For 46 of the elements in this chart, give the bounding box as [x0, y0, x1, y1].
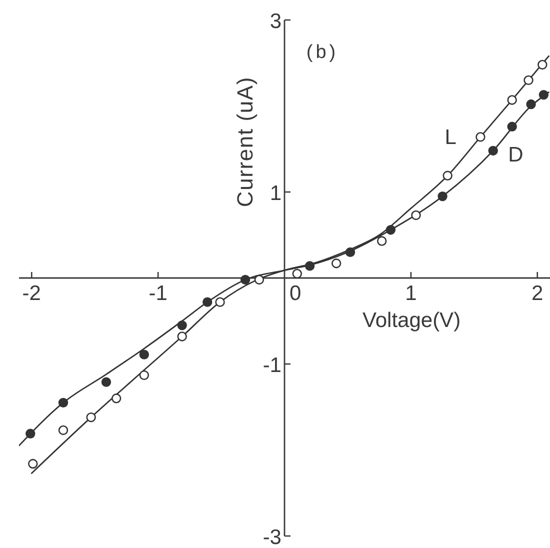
point	[438, 191, 448, 202]
y-axis-title: Current (uA)	[232, 76, 257, 208]
point	[86, 412, 96, 422]
y-tick-label: -1	[262, 354, 282, 376]
x-tick-label: 2	[532, 282, 544, 304]
x-tick-label: 1	[405, 282, 417, 304]
series-label: L	[444, 125, 456, 148]
point	[139, 350, 150, 360]
point	[304, 261, 315, 271]
x-axis-title: Voltage(V)	[362, 308, 461, 332]
point	[58, 425, 68, 436]
point	[538, 60, 548, 70]
y-tick-label: 1	[270, 182, 282, 204]
point	[526, 99, 536, 110]
point	[58, 398, 68, 408]
point	[215, 297, 225, 307]
point	[507, 95, 517, 105]
point	[177, 332, 187, 342]
point	[345, 247, 356, 258]
point	[202, 297, 212, 307]
point	[177, 320, 187, 330]
series-label: D	[508, 143, 524, 166]
x-tick-label: 0	[290, 282, 302, 304]
point	[254, 274, 264, 285]
annotation: (b)	[306, 42, 339, 62]
y-tick-label: 3	[270, 10, 282, 32]
point	[26, 428, 36, 439]
point	[101, 377, 112, 387]
point	[28, 458, 38, 469]
point	[507, 122, 517, 132]
point	[442, 170, 452, 181]
x-tick-label: -1	[148, 282, 168, 304]
point	[331, 258, 342, 268]
point	[112, 394, 122, 404]
point	[139, 370, 150, 380]
x-tick-label: -2	[22, 282, 41, 304]
point	[524, 75, 534, 86]
y-tick-label: -3	[262, 526, 282, 548]
point	[488, 146, 498, 156]
point	[240, 274, 250, 285]
point	[292, 268, 302, 279]
point	[386, 224, 396, 235]
point	[476, 132, 486, 142]
point	[538, 90, 549, 100]
point	[411, 210, 421, 220]
point	[377, 236, 387, 246]
